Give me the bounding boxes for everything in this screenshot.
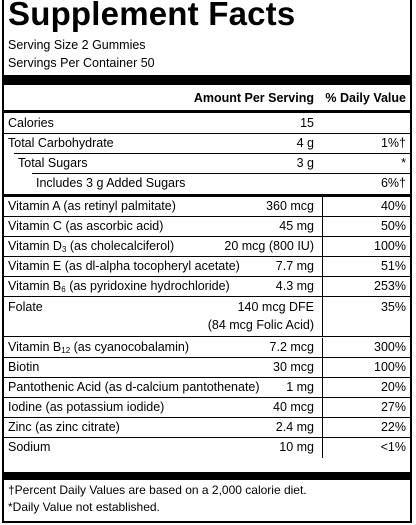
header-row: Amount Per Serving % Daily Value — [4, 88, 410, 110]
nutrient-name: Total Sugars — [18, 156, 88, 170]
nutrient-name: Folate — [8, 300, 43, 314]
nutrient-amount: 20 mcg (800 IU) — [224, 239, 314, 253]
nutrient-row-vitamin-b6: Vitamin B6 (as pyridoxine hydrochloride)… — [4, 277, 410, 297]
header-divider — [4, 110, 410, 113]
macro-divider — [4, 194, 410, 197]
nutrient-daily-value: 300% — [374, 340, 406, 354]
nutrient-amount: 4.3 mg — [275, 279, 314, 293]
footnote-not-established: *Daily Value not established. — [8, 500, 160, 514]
nutrient-name: Vitamin A (as retinyl palmitate) — [8, 199, 176, 213]
nutrient-row-vitamin-e: Vitamin E (as dl-alpha tocopheryl acetat… — [4, 257, 410, 277]
nutrient-row-vitamin-c: Vitamin C (as ascorbic acid) 45 mg 50% — [4, 217, 410, 237]
nutrient-daily-value: 51% — [380, 259, 406, 273]
nutrient-name: Vitamin B6 (as pyridoxine hydrochloride) — [8, 279, 230, 294]
nutrient-daily-value: 27% — [380, 400, 406, 414]
nutrient-daily-value: 1%† — [380, 136, 406, 150]
nutrient-daily-value: 100% — [374, 360, 406, 374]
nutrient-name: Calories — [8, 116, 54, 130]
nutrient-row-total-carbohydrate: Total Carbohydrate 4 g 1%† — [4, 134, 410, 154]
nutrient-name: Vitamin E (as dl-alpha tocopheryl acetat… — [8, 259, 240, 273]
serving-size: Serving Size 2 Gummies — [8, 38, 146, 52]
nutrient-row-vitamin-b12: Vitamin B12 (as cyanocobalamin) 7.2 mcg … — [4, 338, 410, 358]
nutrient-daily-value: <1% — [380, 440, 406, 454]
nutrient-amount: 4 g — [296, 136, 314, 150]
nutrient-name: Zinc (as zinc citrate) — [8, 420, 120, 434]
nutrient-row-sodium: Sodium 10 mg <1% — [4, 438, 410, 458]
nutrient-daily-value: 22% — [380, 420, 406, 434]
nutrient-name: Pantothenic Acid (as d-calcium pantothen… — [8, 380, 260, 394]
thick-divider-bottom — [4, 472, 410, 480]
nutrient-amount: 3 g — [296, 156, 314, 170]
nutrient-row-vitamin-d3: Vitamin D3 (as cholecalciferol) 20 mcg (… — [4, 237, 410, 257]
nutrient-daily-value: 50% — [380, 219, 406, 233]
nutrient-amount: 40 mcg — [273, 400, 314, 414]
nutrient-amount: 10 mg — [279, 440, 314, 454]
panel-title: Supplement Facts — [8, 0, 296, 32]
nutrient-name: Includes 3 g Added Sugars — [36, 176, 186, 190]
nutrient-daily-value: 20% — [380, 380, 406, 394]
nutrient-daily-value: 6%† — [380, 176, 406, 190]
nutrient-amount: 2.4 mg — [275, 420, 314, 434]
nutrient-daily-value: 35% — [380, 300, 406, 314]
nutrient-amount: 7.2 mcg — [269, 340, 314, 354]
nutrient-daily-value: 253% — [374, 279, 406, 293]
nutrient-row-pantothenic-acid: Pantothenic Acid (as d-calcium pantothen… — [4, 378, 410, 398]
nutrient-row-total-sugars: Total Sugars 3 g * — [4, 154, 410, 174]
nutrient-amount: 15 — [300, 116, 314, 130]
nutrient-amount: 30 mcg — [273, 360, 314, 374]
nutrient-amount: 7.7 mg — [275, 259, 314, 273]
header-daily-value: % Daily Value — [325, 91, 406, 105]
nutrient-amount-line2: (84 mcg Folic Acid) — [207, 318, 314, 332]
nutrient-amount: 45 mg — [279, 219, 314, 233]
nutrient-name: Biotin — [8, 360, 40, 374]
nutrient-row-vitamin-a: Vitamin A (as retinyl palmitate) 360 mcg… — [4, 197, 410, 217]
thick-divider-top — [4, 75, 410, 85]
nutrient-daily-value: 100% — [374, 239, 406, 253]
nutrient-amount: 1 mg — [286, 380, 314, 394]
nutrient-daily-value: * — [401, 156, 406, 170]
nutrient-name: Total Carbohydrate — [8, 136, 114, 150]
servings-per-container: Servings Per Container 50 — [8, 56, 155, 70]
header-amount: Amount Per Serving — [193, 91, 314, 105]
nutrient-row-biotin: Biotin 30 mcg 100% — [4, 358, 410, 378]
footnote-percent-daily-values: †Percent Daily Values are based on a 2,0… — [8, 483, 307, 497]
nutrient-daily-value: 40% — [380, 199, 406, 213]
nutrient-amount: 360 mcg — [266, 199, 314, 213]
nutrient-row-folate: Folate 140 mcg DFE (84 mcg Folic Acid) 3… — [4, 297, 410, 337]
nutrient-name: Sodium — [8, 440, 51, 454]
nutrient-amount-line1: 140 mcg DFE — [237, 300, 314, 314]
nutrient-name: Vitamin C (as ascorbic acid) — [8, 219, 164, 233]
nutrient-name: Iodine (as potassium iodide) — [8, 400, 165, 414]
nutrient-row-added-sugars: Includes 3 g Added Sugars 6%† — [4, 174, 410, 194]
nutrient-row-iodine: Iodine (as potassium iodide) 40 mcg 27% — [4, 398, 410, 418]
nutrient-name: Vitamin D3 (as cholecalciferol) — [8, 239, 175, 254]
nutrient-row-calories: Calories 15 — [4, 114, 410, 134]
nutrient-name: Vitamin B12 (as cyanocobalamin) — [8, 340, 189, 355]
nutrient-row-zinc: Zinc (as zinc citrate) 2.4 mg 22% — [4, 418, 410, 438]
